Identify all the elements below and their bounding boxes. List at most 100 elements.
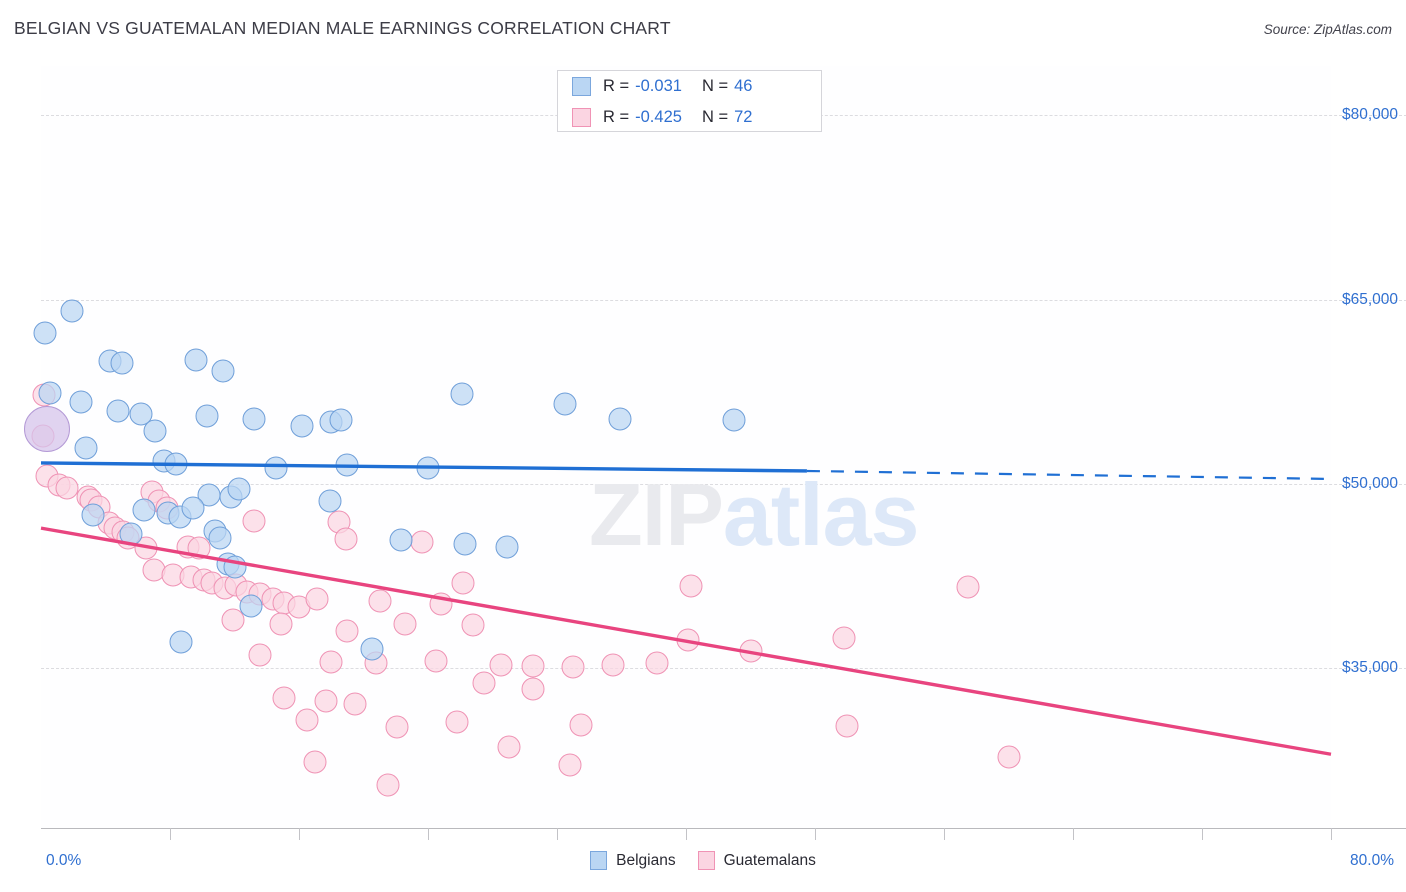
- n-value-pink: 72: [734, 108, 753, 126]
- data-point-belgians[interactable]: [264, 456, 288, 480]
- data-point-belgians[interactable]: [722, 408, 746, 432]
- trend-line-guatemalans: [40, 526, 1332, 756]
- data-point-belgians[interactable]: [360, 637, 384, 661]
- data-point-belgians[interactable]: [60, 299, 84, 323]
- data-point-guatemalans[interactable]: [956, 575, 980, 599]
- series-legend: Belgians Guatemalans: [0, 851, 1406, 870]
- data-point-overlap-cluster[interactable]: [23, 405, 70, 452]
- data-point-guatemalans[interactable]: [305, 587, 329, 611]
- data-point-belgians[interactable]: [74, 436, 98, 460]
- data-point-belgians[interactable]: [33, 321, 57, 345]
- x-axis-min-label: 0.0%: [46, 852, 82, 869]
- data-point-guatemalans[interactable]: [558, 753, 582, 777]
- data-point-belgians[interactable]: [143, 419, 167, 443]
- data-point-belgians[interactable]: [227, 477, 251, 501]
- data-point-belgians[interactable]: [239, 594, 263, 618]
- data-point-belgians[interactable]: [242, 407, 266, 431]
- data-point-belgians[interactable]: [110, 351, 134, 375]
- data-point-belgians[interactable]: [169, 630, 193, 654]
- plot-area: ZIPatlas: [23, 66, 1406, 840]
- series-legend-item-guatemalans[interactable]: Guatemalans: [697, 851, 816, 870]
- series-label-belgians: Belgians: [616, 851, 676, 869]
- data-point-guatemalans[interactable]: [385, 715, 409, 739]
- data-point-guatemalans[interactable]: [679, 574, 703, 598]
- x-axis-line: [41, 828, 1406, 829]
- data-point-guatemalans[interactable]: [561, 655, 585, 679]
- data-point-guatemalans[interactable]: [489, 653, 513, 677]
- data-point-guatemalans[interactable]: [393, 612, 417, 636]
- x-tick: [815, 828, 816, 840]
- data-point-guatemalans[interactable]: [472, 671, 496, 695]
- x-tick: [1202, 828, 1203, 840]
- n-label-blue: N =: [701, 77, 729, 95]
- data-point-guatemalans[interactable]: [368, 589, 392, 613]
- data-point-guatemalans[interactable]: [645, 651, 669, 675]
- data-point-guatemalans[interactable]: [569, 713, 593, 737]
- data-point-guatemalans[interactable]: [335, 619, 359, 643]
- data-point-belgians[interactable]: [318, 489, 342, 513]
- data-point-belgians[interactable]: [38, 381, 62, 405]
- data-point-belgians[interactable]: [197, 483, 221, 507]
- data-point-guatemalans[interactable]: [997, 745, 1020, 769]
- x-tick: [170, 828, 171, 840]
- data-point-belgians[interactable]: [81, 503, 105, 527]
- data-point-guatemalans[interactable]: [461, 613, 485, 637]
- data-point-belgians[interactable]: [553, 392, 577, 416]
- x-tick: [1073, 828, 1074, 840]
- data-point-guatemalans[interactable]: [55, 476, 79, 500]
- r-value-blue: -0.031: [635, 77, 682, 95]
- data-point-belgians[interactable]: [290, 414, 314, 438]
- stats-row-belgians: R = -0.031 N = 46: [558, 71, 821, 102]
- data-point-guatemalans[interactable]: [334, 527, 358, 551]
- x-axis-max-label: 80.0%: [1350, 852, 1394, 869]
- gridline-65000: [41, 299, 1406, 301]
- data-point-guatemalans[interactable]: [521, 677, 545, 701]
- data-point-guatemalans[interactable]: [832, 626, 856, 649]
- data-point-guatemalans[interactable]: [269, 612, 293, 636]
- x-tick: [1331, 828, 1332, 840]
- data-point-guatemalans[interactable]: [272, 686, 296, 710]
- data-point-guatemalans[interactable]: [835, 714, 859, 738]
- data-point-guatemalans[interactable]: [319, 650, 343, 674]
- r-label-pink: R =: [603, 108, 630, 126]
- page-title: BELGIAN VS GUATEMALAN MEDIAN MALE EARNIN…: [14, 18, 671, 38]
- data-point-belgians[interactable]: [106, 399, 130, 423]
- data-point-guatemalans[interactable]: [376, 773, 400, 797]
- data-point-guatemalans[interactable]: [314, 689, 338, 713]
- n-label-pink: N =: [701, 108, 729, 126]
- data-point-belgians[interactable]: [132, 498, 156, 522]
- y-axis-label-80000: $80,000: [1341, 106, 1398, 124]
- x-tick: [944, 828, 945, 840]
- data-point-guatemalans[interactable]: [248, 643, 272, 667]
- data-point-guatemalans[interactable]: [601, 653, 625, 677]
- data-point-belgians[interactable]: [329, 408, 353, 432]
- series-label-guatemalans: Guatemalans: [723, 851, 816, 869]
- data-point-belgians[interactable]: [129, 402, 153, 426]
- data-point-guatemalans[interactable]: [451, 571, 475, 595]
- data-point-belgians[interactable]: [208, 526, 232, 550]
- data-point-guatemalans[interactable]: [424, 649, 448, 673]
- data-point-guatemalans[interactable]: [497, 735, 521, 759]
- data-point-belgians[interactable]: [389, 528, 413, 552]
- data-point-belgians[interactable]: [195, 404, 219, 428]
- data-point-belgians[interactable]: [608, 407, 632, 431]
- data-point-belgians[interactable]: [184, 348, 208, 372]
- data-point-guatemalans[interactable]: [221, 608, 245, 632]
- n-value-blue: 46: [734, 77, 753, 95]
- data-point-belgians[interactable]: [450, 382, 474, 406]
- data-point-guatemalans[interactable]: [295, 708, 319, 732]
- data-point-guatemalans[interactable]: [521, 654, 545, 678]
- data-point-belgians[interactable]: [69, 390, 93, 414]
- data-point-belgians[interactable]: [181, 496, 205, 520]
- r-value-pink: -0.425: [635, 108, 682, 126]
- legend-swatch-blue: [572, 77, 591, 96]
- series-legend-item-belgians[interactable]: Belgians: [590, 851, 676, 870]
- data-point-guatemalans[interactable]: [242, 509, 266, 533]
- data-point-guatemalans[interactable]: [445, 710, 469, 734]
- data-point-belgians[interactable]: [211, 359, 235, 383]
- data-point-belgians[interactable]: [453, 532, 477, 556]
- data-point-belgians[interactable]: [495, 535, 519, 559]
- data-point-guatemalans[interactable]: [343, 692, 367, 716]
- data-point-guatemalans[interactable]: [303, 750, 327, 774]
- plot-background: [41, 66, 1331, 828]
